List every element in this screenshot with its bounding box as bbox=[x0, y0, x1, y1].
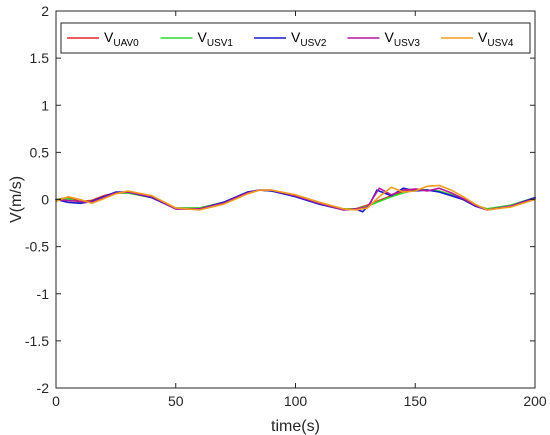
x-axis-label: time(s) bbox=[271, 418, 320, 435]
legend-entry: VUSV1 bbox=[198, 29, 234, 49]
legend-entry: VUSV4 bbox=[478, 29, 514, 49]
x-tick-label: 0 bbox=[52, 393, 60, 409]
legend: VUAV0 VUSV1 VUSV2 VUSV3 VUSV4 bbox=[60, 22, 531, 54]
y-tick-label: -0.5 bbox=[25, 239, 49, 255]
legend-entry: VUSV2 bbox=[291, 29, 327, 49]
y-tick-label: 1.5 bbox=[30, 50, 50, 66]
legend-entry: VUAV0 bbox=[104, 29, 139, 49]
series-line-usv3 bbox=[55, 187, 536, 211]
y-tick-label: -1 bbox=[37, 286, 50, 302]
x-tick-label: 200 bbox=[523, 393, 547, 409]
ticks-layer: 0 50 100 150 200 -2 -1.5 -1 -0.5 0 0.5 1 1.5 2 bbox=[25, 3, 547, 409]
y-axis-label: V(m/s) bbox=[8, 176, 25, 223]
y-tick-label: -1.5 bbox=[25, 333, 49, 349]
series-layer bbox=[55, 184, 536, 213]
y-tick-label: 0 bbox=[41, 192, 49, 208]
y-tick-label: 2 bbox=[41, 3, 49, 19]
x-tick-label: 100 bbox=[284, 393, 308, 409]
x-tick-label: 50 bbox=[168, 393, 184, 409]
legend-entry: VUSV3 bbox=[385, 29, 421, 49]
x-tick-label: 150 bbox=[404, 393, 428, 409]
y-tick-label: -2 bbox=[37, 380, 50, 396]
y-tick-label: 1 bbox=[41, 97, 49, 113]
y-tick-label: 0.5 bbox=[30, 144, 50, 160]
series-line-usv4 bbox=[55, 184, 536, 211]
